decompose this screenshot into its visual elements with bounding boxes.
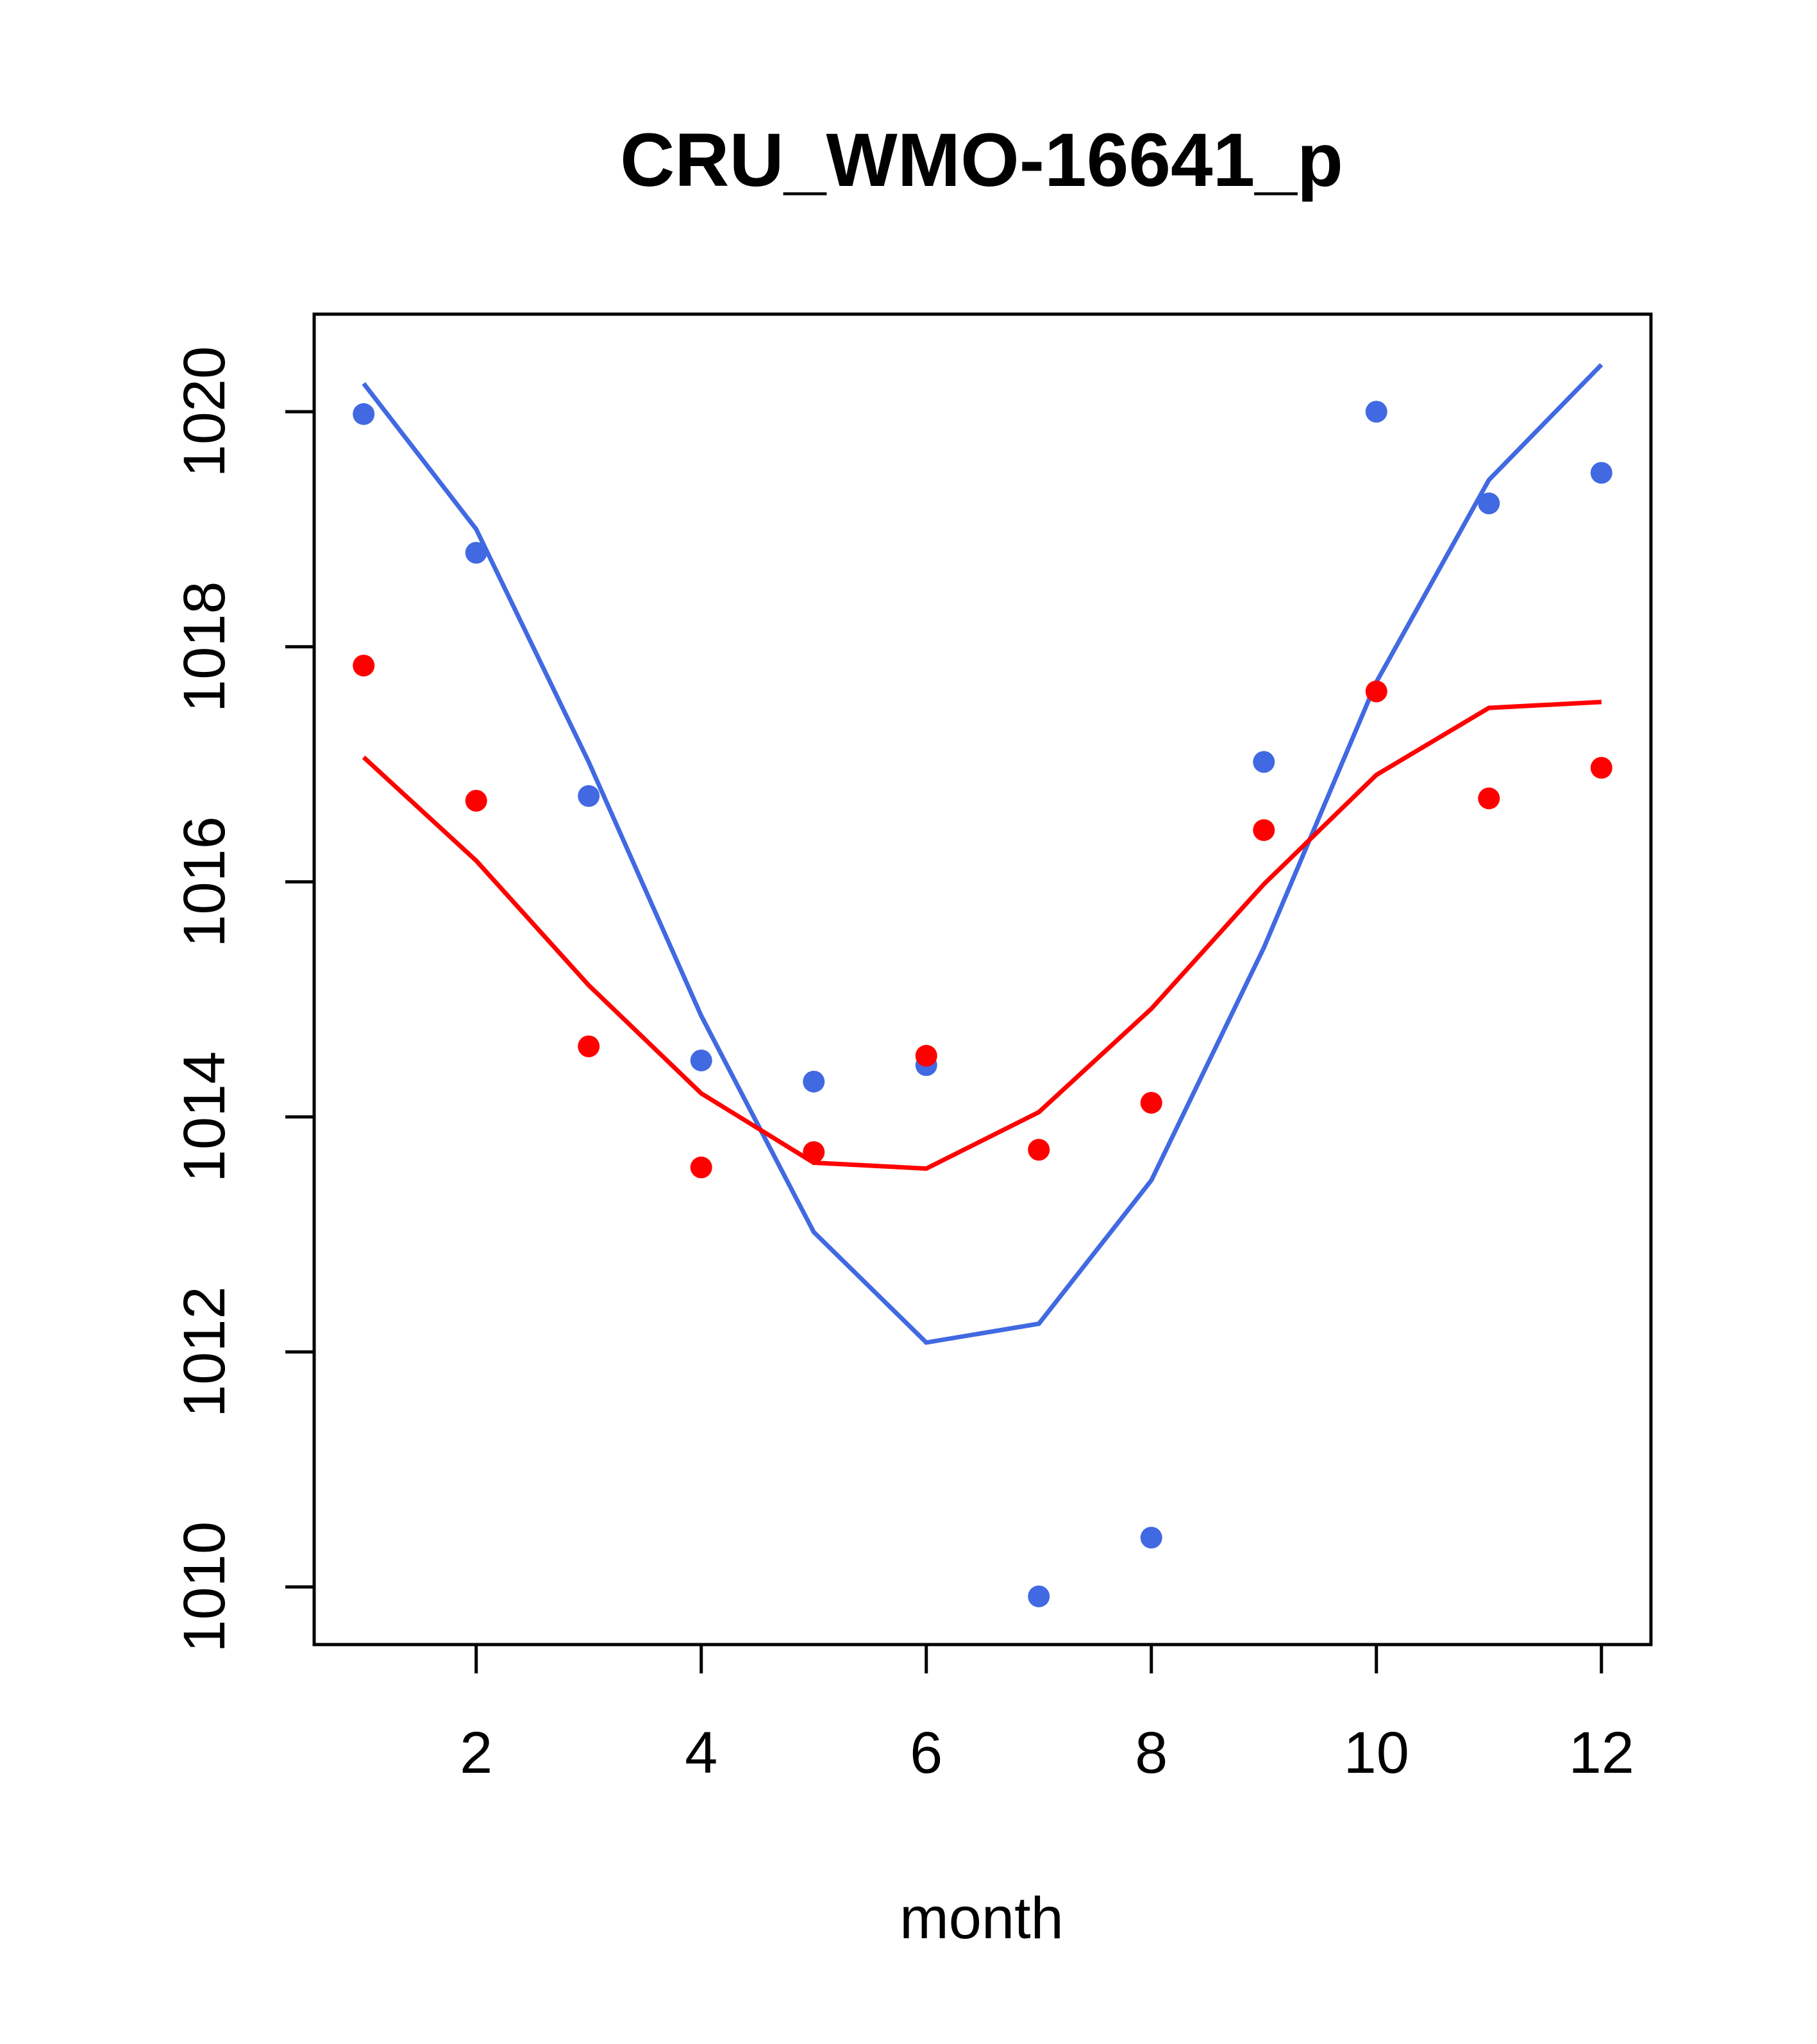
data-point-red bbox=[1253, 819, 1275, 841]
data-point-blue bbox=[578, 785, 600, 807]
data-point-red bbox=[1028, 1139, 1050, 1161]
plot-frame bbox=[312, 312, 1653, 1646]
series-line-red bbox=[362, 699, 1602, 1171]
data-point-blue bbox=[1590, 462, 1612, 484]
y-tick-label: 1010 bbox=[172, 1521, 237, 1653]
data-point-red bbox=[1478, 787, 1500, 810]
x-tick-label: 8 bbox=[1135, 1720, 1168, 1786]
data-point-red bbox=[578, 1035, 600, 1057]
x-tick-label: 2 bbox=[460, 1720, 492, 1786]
data-point-blue bbox=[803, 1070, 825, 1093]
x-tick-label: 4 bbox=[685, 1720, 717, 1786]
y-tick-label: 1014 bbox=[172, 1051, 237, 1183]
data-point-red bbox=[1140, 1091, 1162, 1114]
y-axis: 1010 1012 1014 1016 1018 1020 bbox=[172, 346, 316, 1653]
x-tick-label: 12 bbox=[1569, 1720, 1634, 1786]
y-tick-label: 1012 bbox=[172, 1286, 237, 1418]
data-point-red bbox=[1365, 680, 1387, 703]
data-point-red bbox=[803, 1141, 825, 1163]
data-point-red bbox=[1590, 757, 1612, 779]
data-point-blue bbox=[353, 403, 375, 425]
chart-title: CRU_WMO-16641_p bbox=[620, 118, 1343, 203]
x-tick-label: 10 bbox=[1344, 1720, 1409, 1786]
data-point-red bbox=[690, 1156, 712, 1178]
data-point-red bbox=[465, 789, 487, 812]
data-point-blue bbox=[690, 1049, 712, 1071]
x-axis: 2 4 6 8 10 12 bbox=[460, 1643, 1634, 1786]
data-point-blue bbox=[1478, 492, 1500, 515]
y-tick-label: 1020 bbox=[172, 346, 237, 478]
series-line-blue bbox=[362, 363, 1603, 1345]
data-point-blue bbox=[1140, 1527, 1162, 1549]
data-point-red bbox=[353, 655, 375, 677]
data-point-blue bbox=[465, 542, 487, 564]
data-point-red bbox=[915, 1044, 937, 1067]
series-layer bbox=[353, 363, 1612, 1607]
x-tick-label: 6 bbox=[910, 1720, 942, 1786]
y-tick-label: 1016 bbox=[172, 816, 237, 948]
data-point-blue bbox=[1253, 751, 1275, 773]
x-axis-label: month bbox=[900, 1886, 1064, 1951]
data-point-blue bbox=[1028, 1585, 1050, 1607]
data-point-blue bbox=[1365, 401, 1387, 423]
y-tick-label: 1018 bbox=[172, 581, 237, 712]
